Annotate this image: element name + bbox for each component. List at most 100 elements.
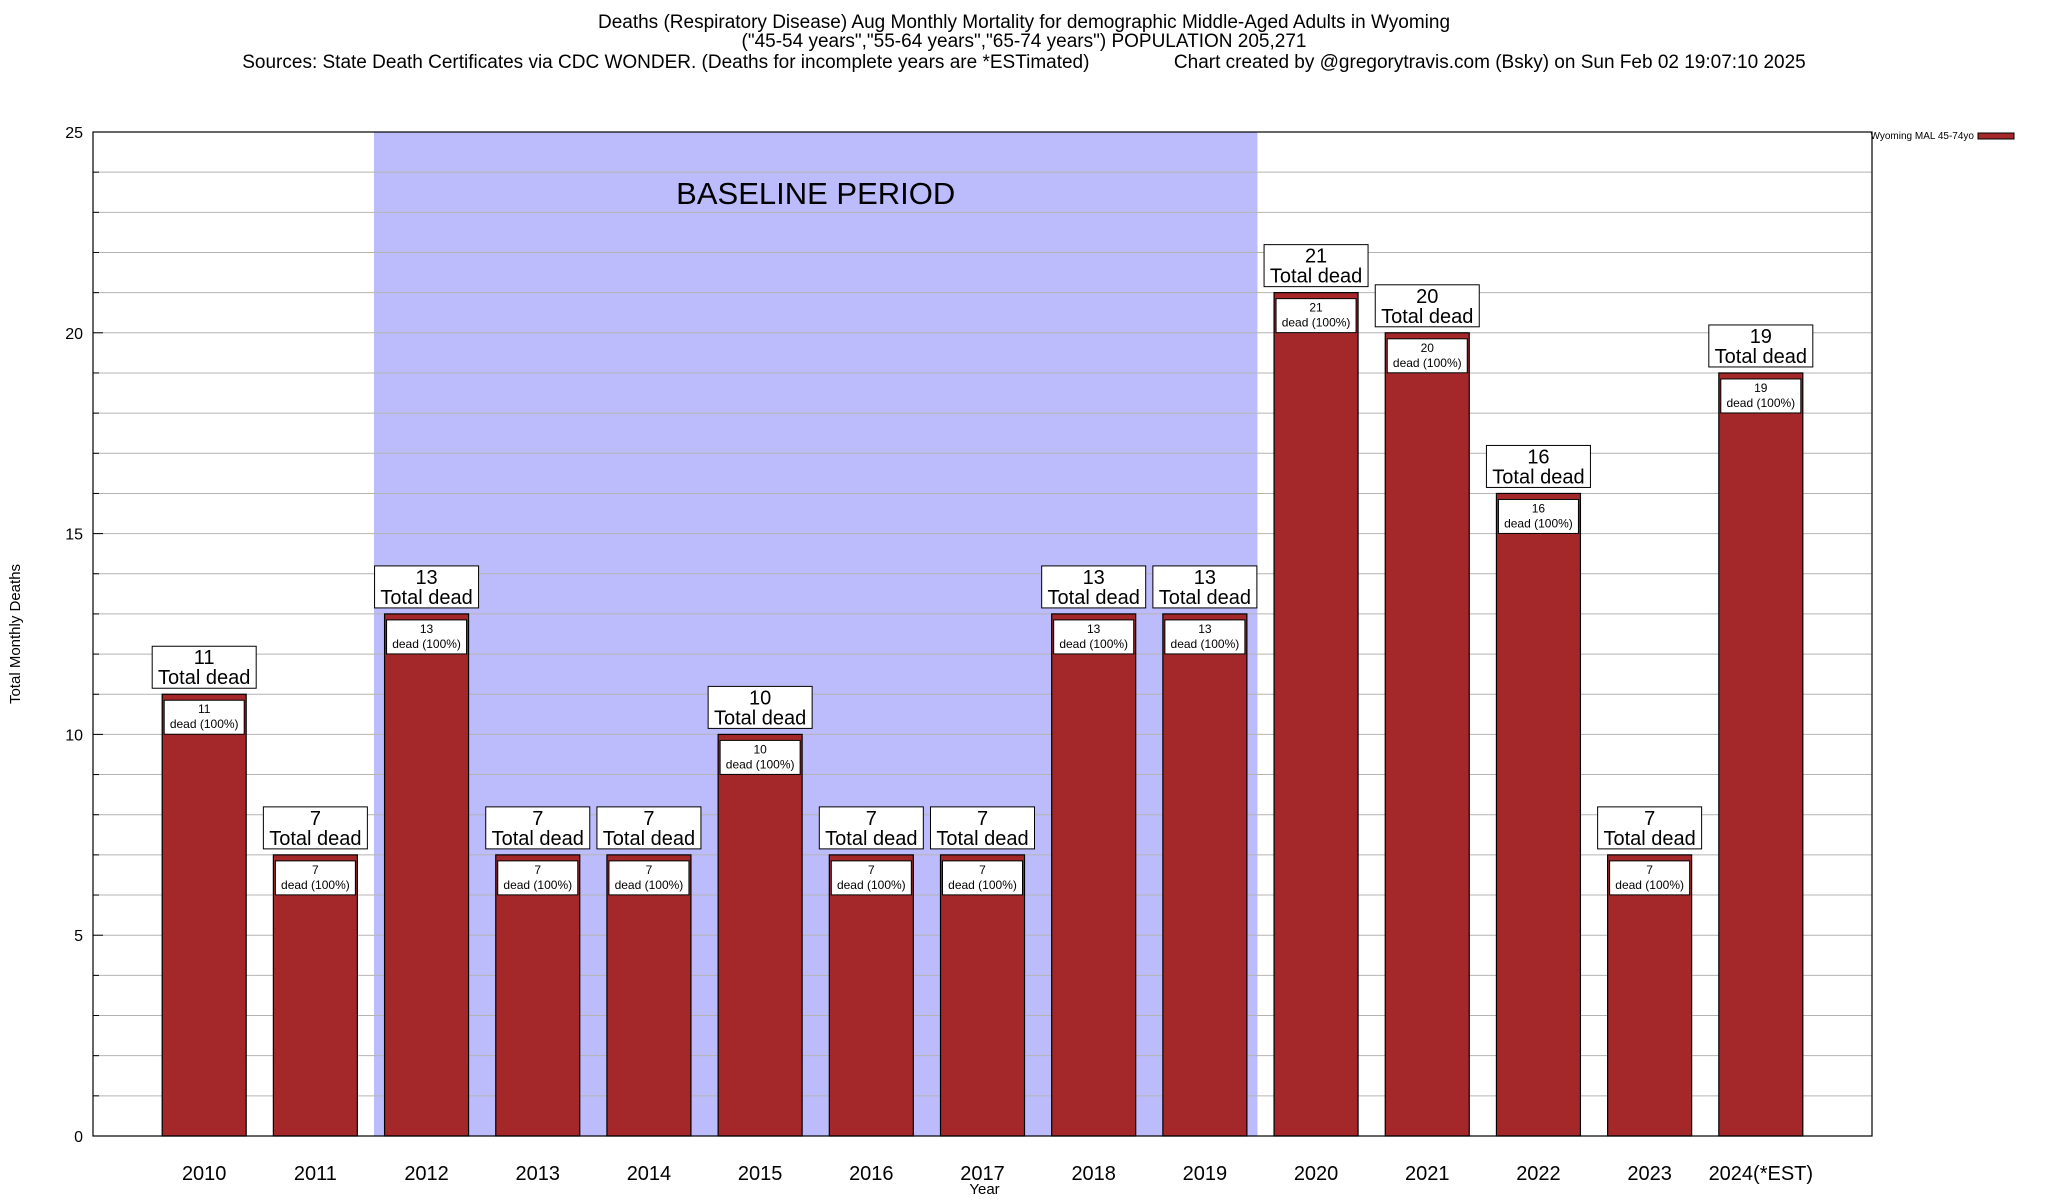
x-tick-label: 2017 [960,1163,1005,1185]
total-label-box [1485,444,1591,488]
total-label-text: Total dead [269,828,361,850]
inner-label-value: 7 [646,863,653,877]
total-label-text: Total dead [1715,346,1807,368]
inner-label-box [942,860,1023,896]
x-tick-label: 2022 [1516,1163,1561,1185]
total-label-value: 13 [415,567,437,589]
inner-label-value: 10 [753,742,767,756]
total-label-box [1374,284,1480,328]
inner-label-box [719,739,801,775]
inner-label-text: dead (100%) [948,878,1017,892]
inner-label-text: dead (100%) [1393,356,1462,370]
y-tick-label: 5 [74,928,83,945]
inner-label-value: 13 [420,622,434,636]
total-label-value: 16 [1527,446,1549,468]
baseline-period-label: BASELINE PERIOD [676,176,955,211]
inner-label-text: dead (100%) [170,717,239,731]
inner-label-text: dead (100%) [1282,316,1351,330]
inner-label-value: 7 [868,863,875,877]
inner-label-box [1609,860,1691,896]
total-label-value: 13 [1194,567,1216,589]
chart-title: Deaths (Respiratory Disease) Aug Monthly… [597,12,1451,33]
total-label-value: 11 [194,647,215,669]
total-label-text: Total dead [158,667,250,689]
total-label-value: 7 [310,808,321,830]
inner-label-box [1053,619,1135,655]
total-label-text: Total dead [1603,828,1695,850]
total-label-text: Total dead [603,828,695,850]
inner-label-value: 7 [1646,863,1653,877]
inner-label-value: 13 [1198,622,1212,636]
total-label-text: Total dead [1048,587,1140,609]
x-tick-label: 2014 [627,1163,672,1185]
bar [495,854,581,1137]
total-label-text: Total dead [492,828,584,850]
total-label-text: Total dead [936,828,1028,850]
chart-subtitle: ("45-54 years","55-64 years","65-74 year… [741,31,1307,52]
inner-label-value: 19 [1754,381,1768,395]
inner-label-box [1275,298,1357,334]
inner-label-value: 21 [1309,301,1323,315]
x-tick-label: 2013 [516,1163,561,1185]
total-label-value: 7 [866,808,877,830]
legend: Wyoming MAL 45-74yo [1871,131,2015,142]
total-label-box [1708,324,1814,368]
y-tick-label: 10 [65,727,83,744]
total-label-value: 7 [643,808,654,830]
inner-label-box [1386,338,1468,374]
total-label-value: 20 [1416,286,1438,308]
x-tick-label: 2023 [1627,1163,1672,1185]
inner-label-box [608,860,690,896]
inner-label-box [386,619,468,655]
inner-label-text: dead (100%) [503,878,572,892]
total-label-text: Total dead [1270,266,1362,288]
total-label-text: Total dead [1492,466,1584,488]
total-label-box [930,806,1035,850]
total-label-text: Total dead [714,707,806,729]
bar [272,854,358,1137]
total-label-value: 21 [1305,246,1327,268]
total-label-box [707,685,813,729]
total-label-box [1597,806,1703,850]
x-tick-label: 2020 [1294,1163,1339,1185]
total-label-box [151,645,257,689]
total-label-box [1041,565,1147,609]
total-label-value: 10 [749,687,771,709]
inner-label-text: dead (100%) [726,757,795,771]
total-label-value: 7 [532,808,543,830]
total-label-text: Total dead [1159,587,1251,609]
bar [1495,492,1582,1137]
bar [383,613,470,1137]
bar [939,854,1026,1137]
y-axis-label: Total Monthly Deaths [7,564,24,704]
inner-label-box [1497,498,1579,534]
x-tick-label: 2019 [1183,1163,1228,1185]
inner-label-text: dead (100%) [1504,516,1573,530]
inner-label-value: 11 [198,702,211,716]
total-label-value: 7 [977,808,988,830]
inner-label-box [497,860,579,896]
bar [1162,613,1248,1137]
inner-label-text: dead (100%) [837,878,906,892]
inner-label-box [830,860,912,896]
x-tick-label: 2018 [1071,1163,1116,1185]
bar [1273,292,1359,1137]
chart-source-line: Sources: State Death Certificates via CD… [242,52,1806,73]
total-label-box [262,806,368,850]
total-label-box [1263,244,1369,288]
x-tick-label: 2010 [182,1163,227,1185]
x-tick-label: 2011 [294,1163,337,1185]
bar [606,854,692,1137]
x-tick-label: 2015 [738,1163,783,1185]
